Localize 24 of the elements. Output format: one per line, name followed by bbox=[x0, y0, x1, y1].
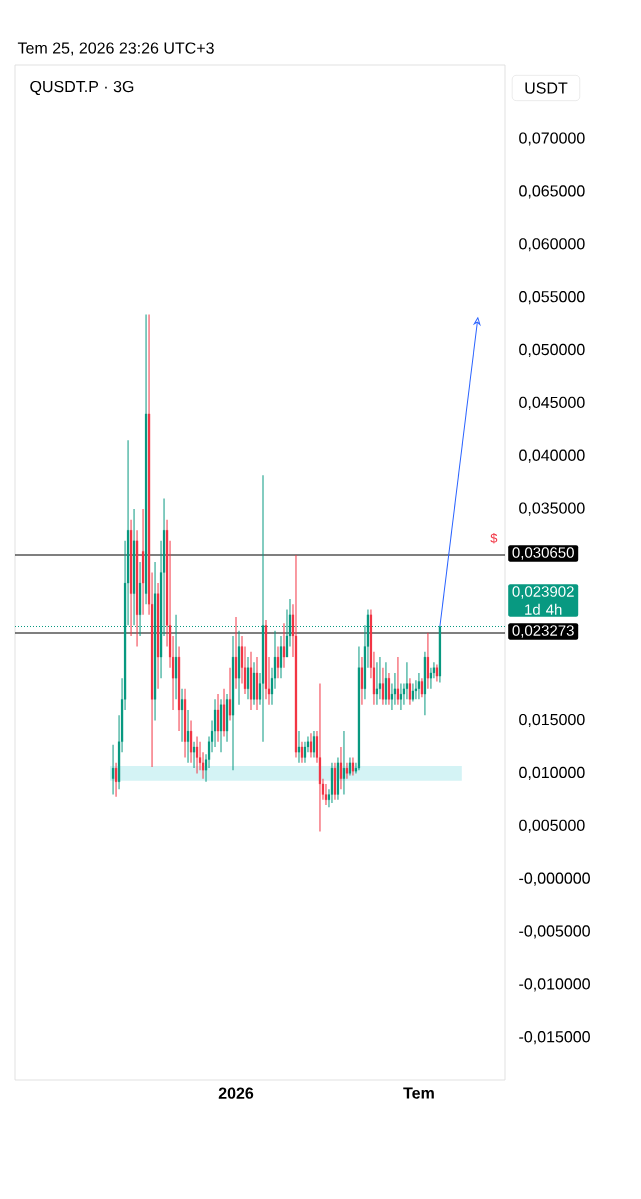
y-tick-label: 0,060000 bbox=[519, 238, 585, 252]
y-tick-label: -0,005000 bbox=[519, 925, 590, 939]
y-tick-label: 0,040000 bbox=[519, 449, 585, 463]
y-tick-label: 0,055000 bbox=[519, 291, 585, 305]
x-tick-label: 2026 bbox=[218, 1087, 254, 1099]
chart-subtitle: Tem 25, 2026 23:26 UTC+3 bbox=[17, 42, 214, 56]
y-axis-title: USDT bbox=[525, 82, 568, 94]
y-tick-label: -0,010000 bbox=[519, 978, 590, 992]
y-tick-label: 0,035000 bbox=[519, 502, 585, 516]
y-tick-label: 0,065000 bbox=[519, 185, 585, 199]
text: $ bbox=[490, 532, 498, 544]
y-tick-label: 0,045000 bbox=[519, 396, 585, 410]
ref-line-label: 0,023902 1d 4h bbox=[512, 586, 574, 615]
y-tick-label: -0,000000 bbox=[519, 872, 590, 886]
y-tick-label: 0,005000 bbox=[519, 819, 585, 833]
y-tick-label: 0,015000 bbox=[519, 713, 585, 728]
y-tick-label: 0,010000 bbox=[519, 766, 585, 780]
x-tick-label: Tem bbox=[403, 1087, 434, 1099]
y-tick-label: 0,050000 bbox=[519, 343, 585, 358]
y-tick-label: 0,070000 bbox=[519, 132, 585, 146]
ref-line-label: 0,023273 bbox=[512, 625, 574, 638]
ref-line-label: 0,030650 bbox=[512, 547, 574, 560]
y-tick-label: -0,015000 bbox=[519, 1031, 590, 1045]
text: QUSDT.P · 3G bbox=[30, 80, 134, 96]
